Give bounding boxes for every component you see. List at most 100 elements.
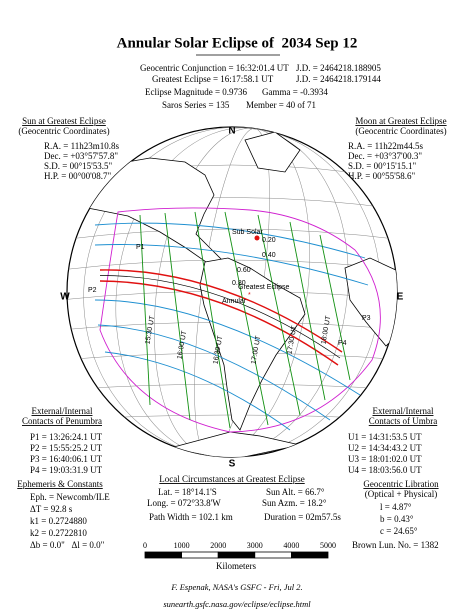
conjunction-jd: J.D. = 2464218.188905 bbox=[296, 63, 381, 73]
sun-subtitle: (Geocentric Coordinates) bbox=[18, 126, 109, 136]
greatest-jd: J.D. = 2464218.179144 bbox=[296, 74, 381, 84]
info-line: S.D. = 00°15'15.1" bbox=[348, 161, 417, 171]
magnitude-labels: 0.20 0.40 0.60 0.80 bbox=[232, 237, 276, 287]
local-duration: Duration = 02m57.5s bbox=[264, 512, 341, 522]
info-line: b = 0.43° bbox=[380, 514, 414, 524]
time-line bbox=[139, 214, 151, 406]
compass-w: W bbox=[60, 292, 70, 303]
info-line: S.D. = 00°15'53.5" bbox=[44, 161, 113, 171]
scale-tick-label: 0 bbox=[143, 541, 147, 550]
info-line: Dec. = +03°57'57.8" bbox=[44, 151, 118, 161]
annular-label: Annular bbox=[222, 298, 247, 305]
magnitude-label: 0.40 bbox=[262, 252, 276, 259]
local-long: Long. = 072°33.8'W bbox=[147, 498, 221, 508]
url: sunearth.gsfc.nasa.gov/eclipse/eclipse.h… bbox=[163, 599, 311, 609]
compass-n: N bbox=[228, 126, 235, 137]
penumbra-limit bbox=[99, 207, 381, 433]
sub-solar-label: Sub Solar bbox=[232, 229, 263, 236]
credit: F. Espenak, NASA's GSFC - Fri, Jul 2. bbox=[170, 582, 302, 592]
scale-segment bbox=[290, 551, 329, 559]
info-line: U3 = 18:01:02.0 UT bbox=[348, 454, 422, 464]
conjunction: Geocentric Conjunction = 16:32:01.4 UT bbox=[140, 63, 289, 73]
magnitude-line bbox=[97, 324, 331, 421]
scale-tick-label: 1000 bbox=[174, 541, 190, 550]
title: Annular Solar Eclipse of 2034 Sep 12 bbox=[117, 35, 358, 51]
magnitude-label: 0.60 bbox=[237, 267, 251, 274]
moon-title: Moon at Greatest Eclipse bbox=[355, 116, 446, 126]
scale-tick-label: 2000 bbox=[210, 541, 226, 550]
info-line: Δb = 0.0" Δl = 0.0" bbox=[30, 540, 105, 550]
info-line: P3 = 16:40:06.1 UT bbox=[30, 454, 103, 464]
sub-solar-point bbox=[254, 235, 260, 241]
info-line: R.A. = 11h23m10.8s bbox=[44, 141, 119, 151]
magnitude-label: 0.80 bbox=[232, 280, 246, 287]
time-line bbox=[194, 211, 231, 429]
magnitude-line bbox=[94, 244, 369, 286]
greatest-marker: * bbox=[248, 292, 251, 299]
libration-title: Geocentric Libration bbox=[363, 479, 439, 489]
scale-tick-label: 3000 bbox=[247, 541, 263, 550]
brown-lunation: Brown Lun. No. = 1382 bbox=[352, 540, 439, 550]
scale-tick-label: 4000 bbox=[283, 541, 299, 550]
penumbra-subtitle: Contacts of Penumbra bbox=[22, 416, 102, 426]
continents bbox=[69, 131, 397, 457]
local-lat: Lat. = 18°14.1'S bbox=[158, 487, 217, 497]
umbra-title: External/Internal bbox=[373, 406, 434, 416]
scale-segment bbox=[254, 551, 292, 559]
time-line bbox=[319, 234, 351, 381]
member: Member = 40 of 71 bbox=[246, 100, 316, 110]
time-line bbox=[224, 211, 269, 426]
local-path-width: Path Width = 102.1 km bbox=[149, 512, 233, 522]
info-line: P2 = 15:55:25.2 UT bbox=[30, 443, 103, 453]
local-sun-azm: Sun Azm. = 18.2° bbox=[262, 498, 327, 508]
gamma: Gamma = -0.3934 bbox=[262, 87, 328, 97]
scale-segment bbox=[144, 551, 182, 559]
greatest-label: Greatest Eclipse bbox=[238, 284, 289, 291]
compass-s: S bbox=[229, 459, 236, 470]
scale-segment bbox=[181, 551, 219, 559]
penumbra-title: External/Internal bbox=[32, 406, 93, 416]
local-title: Local Circumstances at Greatest Eclipse bbox=[159, 474, 304, 484]
compass-e: E bbox=[397, 292, 404, 303]
path-south-limit bbox=[99, 280, 339, 366]
saros: Saros Series = 135 bbox=[162, 100, 230, 110]
ephemeris-title: Ephemeris & Constants bbox=[17, 479, 103, 489]
scale-bar: 0 1000 2000 3000 4000 5000 bbox=[143, 541, 336, 559]
ephemeris-lines: Eph. = Newcomb/ILE ΔT = 92.8 s k1 = 0.2724… bbox=[30, 492, 110, 550]
local-sun-alt: Sun Alt. = 66.7° bbox=[266, 487, 325, 497]
libration-subtitle: (Optical + Physical) bbox=[365, 489, 438, 499]
magnitude-line bbox=[94, 299, 361, 396]
info-line: U4 = 18:03:56.0 UT bbox=[348, 465, 422, 475]
info-line: H.P. = 00°00'08.7" bbox=[44, 171, 112, 181]
moon-subtitle: (Geocentric Coordinates) bbox=[355, 126, 446, 136]
p4-label: P4 bbox=[338, 340, 347, 347]
info-line: R.A. = 11h22m44.5s bbox=[348, 141, 423, 151]
magnitude: Eclipse Magnitude = 0.9736 bbox=[145, 87, 248, 97]
magnitude-line bbox=[104, 351, 291, 431]
info-line: Eph. = Newcomb/ILE bbox=[30, 492, 110, 502]
sun-title: Sun at Greatest Eclipse bbox=[22, 116, 106, 126]
info-line: k2 = 0.2722810 bbox=[30, 528, 87, 538]
info-line: U1 = 14:31:53.5 UT bbox=[348, 432, 422, 442]
info-line: P1 = 13:26:24.1 UT bbox=[30, 432, 103, 442]
magnitude-line bbox=[94, 222, 366, 259]
magnitude-label: 0.20 bbox=[262, 237, 276, 244]
info-line: U2 = 14:34:43.2 UT bbox=[348, 443, 422, 453]
info-line: P4 = 19:03:31.9 UT bbox=[30, 465, 103, 475]
info-line: Dec. = +03°37'00.3" bbox=[348, 151, 422, 161]
time-line bbox=[164, 212, 191, 421]
libration-lines: l = 4.87° b = 0.43° c = 24.65° bbox=[380, 502, 418, 536]
info-line: ΔT = 92.8 s bbox=[30, 504, 73, 514]
info-line: H.P. = 00°55'58.6" bbox=[348, 171, 416, 181]
scale-segment bbox=[217, 551, 256, 559]
info-line: l = 4.87° bbox=[380, 502, 412, 512]
info-line: k1 = 0.2724880 bbox=[30, 516, 87, 526]
time-line bbox=[289, 221, 326, 401]
p2-label: P2 bbox=[88, 287, 97, 294]
path-north-limit bbox=[99, 269, 343, 353]
scale-unit: Kilometers bbox=[216, 561, 256, 571]
